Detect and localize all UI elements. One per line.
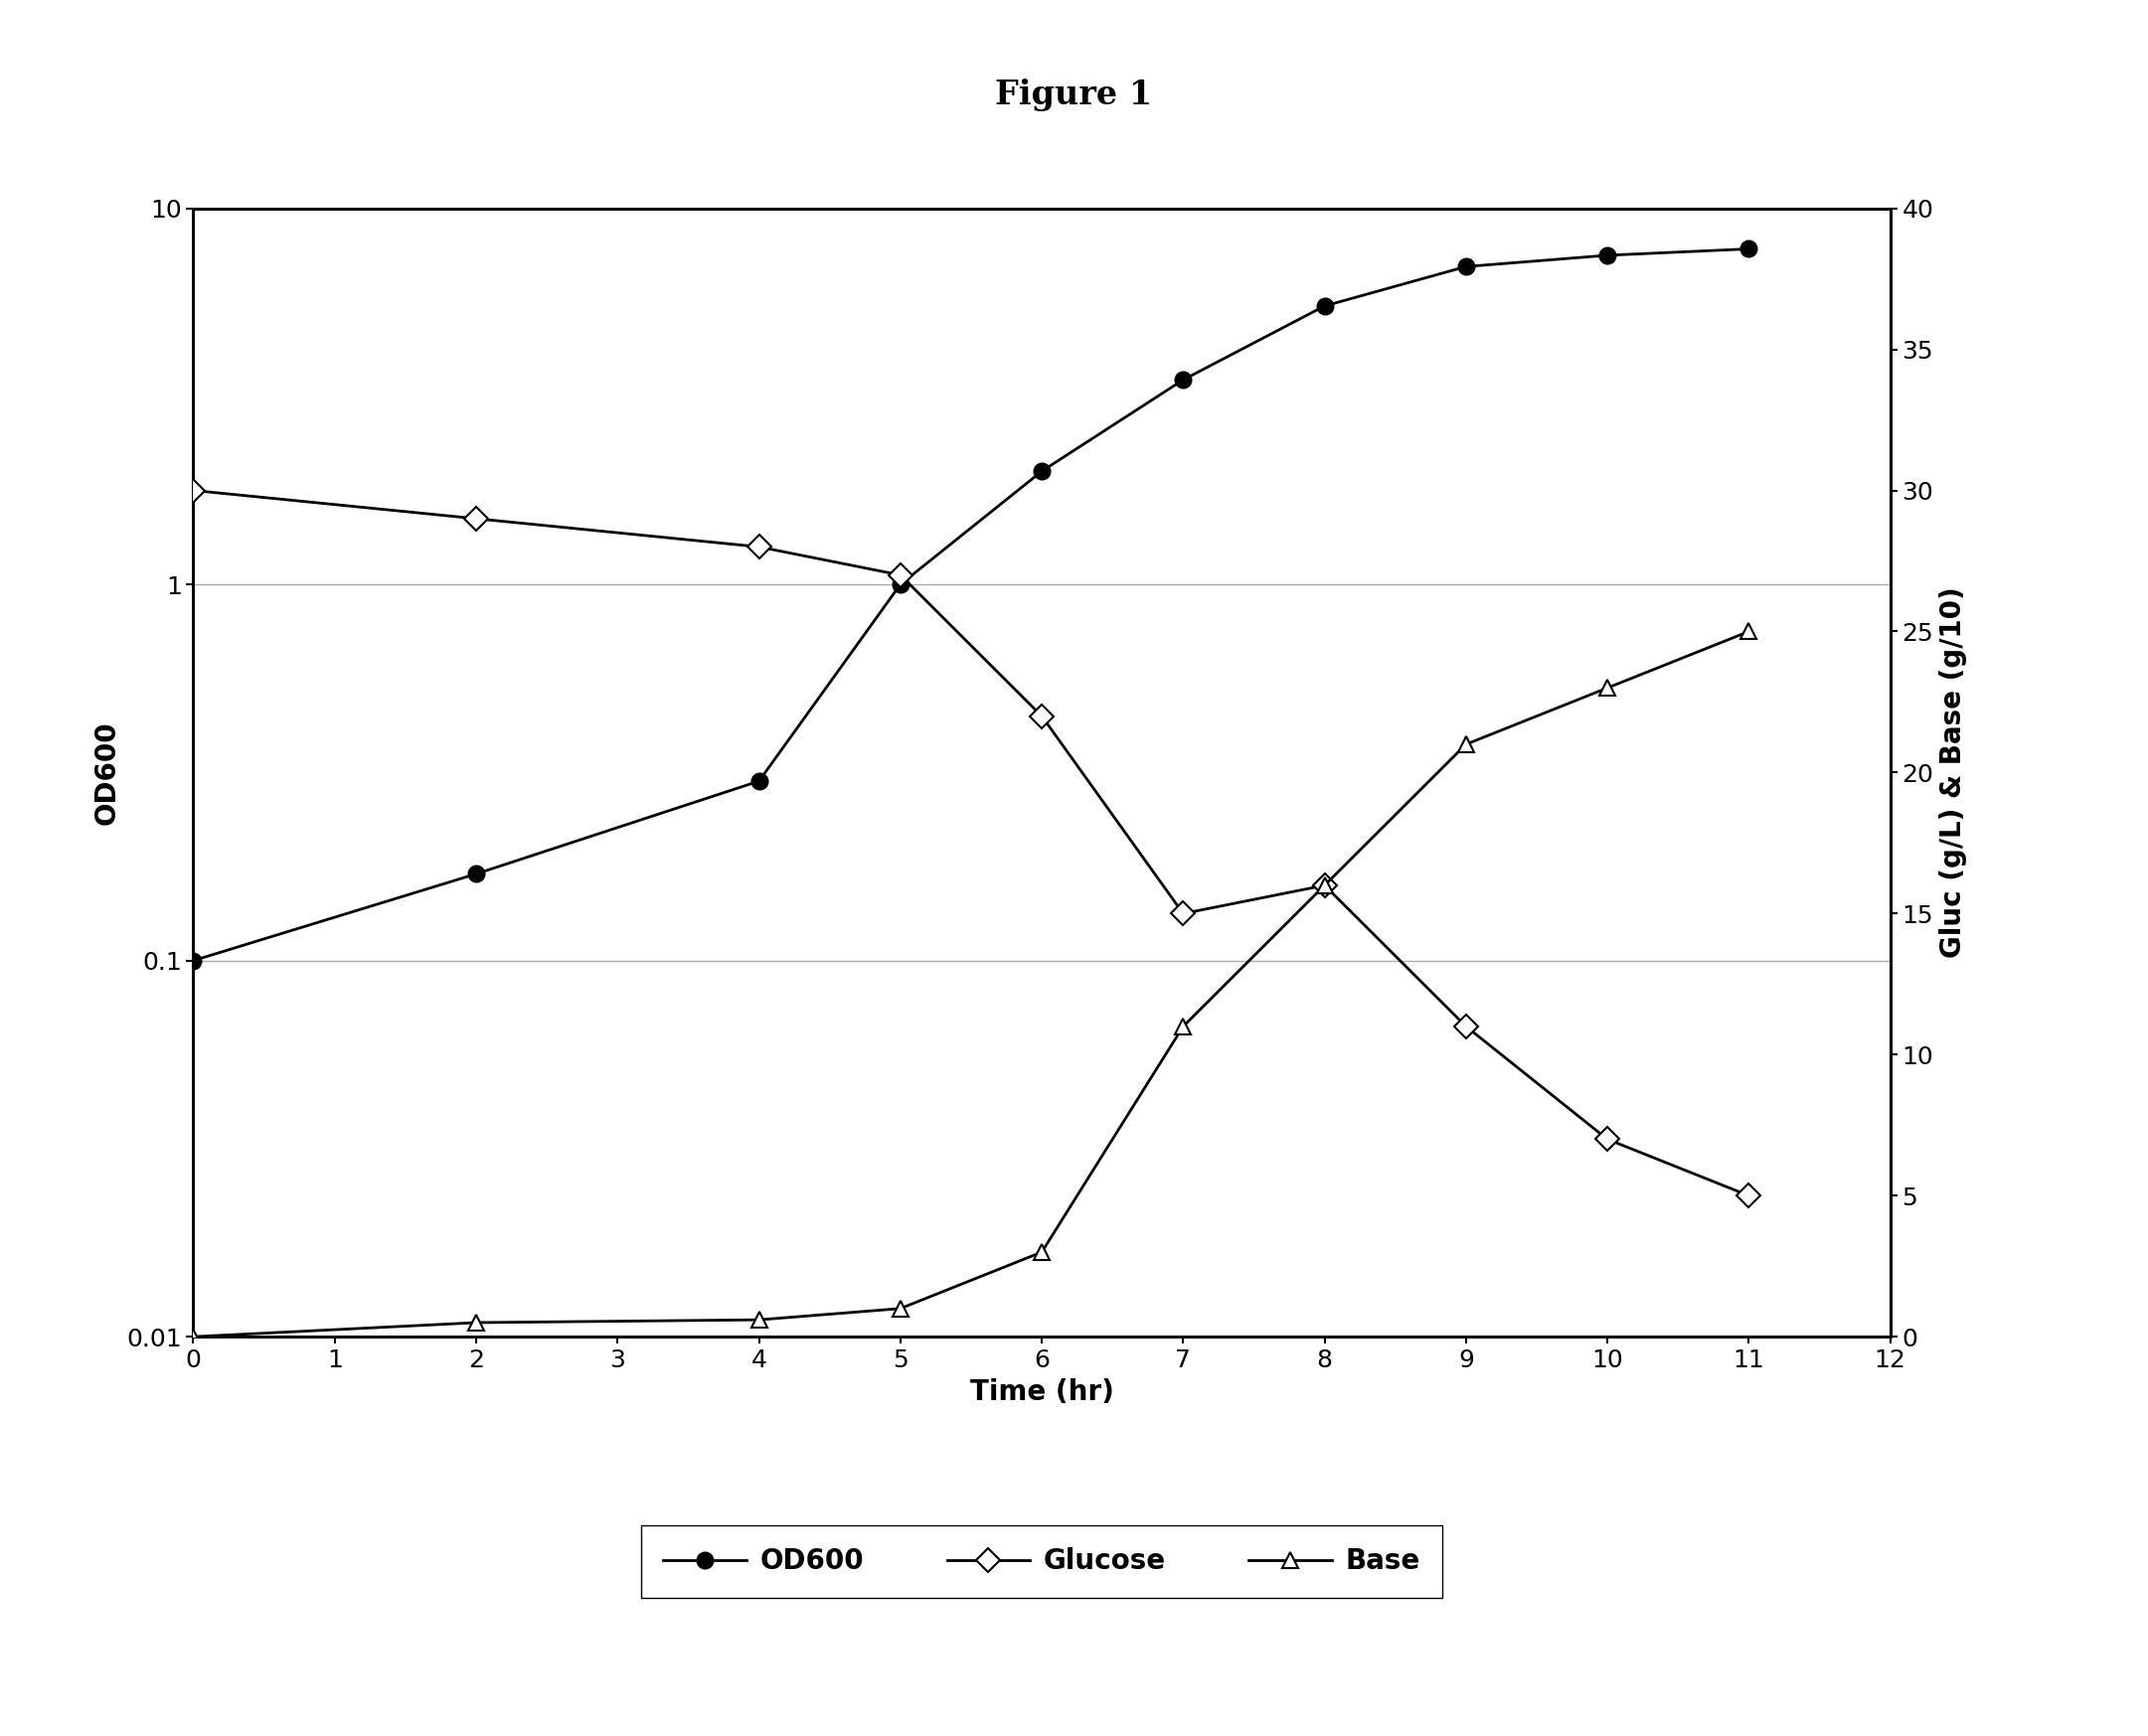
OD600 <box>1029 460 1055 481</box>
Base <box>464 1312 490 1333</box>
Base <box>1171 1016 1196 1036</box>
Y-axis label: OD600: OD600 <box>92 720 120 825</box>
Glucose <box>745 536 771 557</box>
Y-axis label: Gluc (g/L) & Base (g/10): Gluc (g/L) & Base (g/10) <box>1940 587 1968 958</box>
OD600 <box>887 575 913 595</box>
Glucose <box>887 564 913 585</box>
OD600 <box>180 950 206 970</box>
Line: Base: Base <box>185 623 1757 1345</box>
OD600 <box>1736 238 1761 259</box>
OD600 <box>745 771 771 792</box>
Legend: OD600, Glucose, Base: OD600, Glucose, Base <box>642 1526 1441 1597</box>
Base <box>887 1299 913 1319</box>
Glucose <box>1029 707 1055 727</box>
Base <box>1312 875 1338 896</box>
X-axis label: Time (hr): Time (hr) <box>969 1378 1115 1406</box>
Glucose <box>464 509 490 529</box>
OD600 <box>1594 245 1620 266</box>
Base <box>1594 677 1620 698</box>
Glucose <box>1312 875 1338 896</box>
Glucose <box>1736 1186 1761 1207</box>
Glucose <box>1452 1016 1478 1036</box>
Base <box>1029 1241 1055 1262</box>
Line: OD600: OD600 <box>185 241 1757 969</box>
OD600 <box>1452 257 1478 278</box>
Base <box>180 1326 206 1347</box>
Base <box>745 1309 771 1330</box>
OD600 <box>1171 370 1196 391</box>
Base <box>1736 621 1761 642</box>
OD600 <box>464 863 490 884</box>
Glucose <box>180 481 206 502</box>
Text: Figure 1: Figure 1 <box>995 78 1153 111</box>
OD600 <box>1312 295 1338 316</box>
Glucose <box>1171 903 1196 924</box>
Base <box>1452 734 1478 755</box>
Line: Glucose: Glucose <box>185 483 1757 1205</box>
Glucose <box>1594 1128 1620 1149</box>
